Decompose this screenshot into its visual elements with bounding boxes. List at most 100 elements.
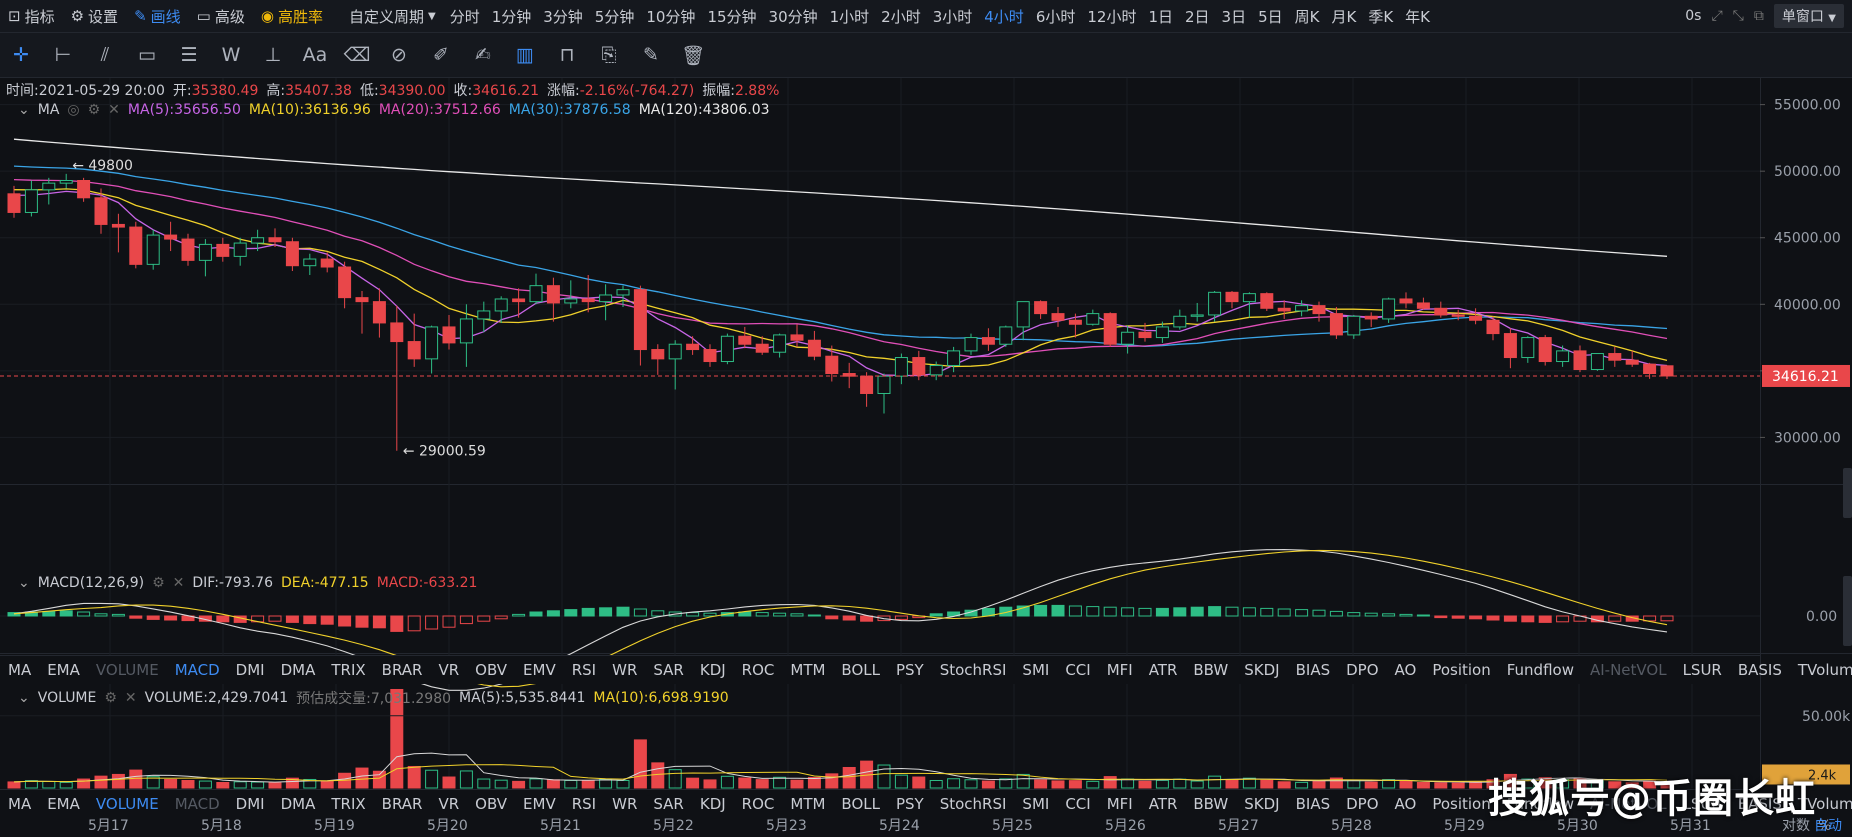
volume-tab-fundflow[interactable]: Fundflow bbox=[1506, 795, 1574, 813]
period-16[interactable]: 5日 bbox=[1258, 7, 1283, 26]
indicator-tab-lsur[interactable]: LSUR bbox=[1682, 661, 1722, 679]
indicator-tab-tvolume[interactable]: TVolume bbox=[1797, 661, 1852, 679]
measure-tool-icon[interactable]: ⊥ bbox=[264, 44, 282, 66]
shrink-icon[interactable]: ⤡ bbox=[1732, 8, 1744, 24]
wave-tool-icon[interactable]: W bbox=[221, 44, 241, 66]
volume-tab-smi[interactable]: SMI bbox=[1022, 795, 1050, 813]
indicator-tab-dmi[interactable]: DMI bbox=[235, 661, 265, 679]
volume-tab-ao[interactable]: AO bbox=[1394, 795, 1417, 813]
volume-tab-trix[interactable]: TRIX bbox=[331, 795, 366, 813]
volume-tab-boll[interactable]: BOLL bbox=[841, 795, 880, 813]
hide-drawings-icon[interactable]: ⊘ bbox=[391, 44, 407, 66]
indicators-button[interactable]: ⊡ 指标 bbox=[0, 0, 63, 32]
period-4[interactable]: 10分钟 bbox=[646, 7, 696, 26]
custom-period-dropdown[interactable]: 自定义周期 ▼ bbox=[341, 0, 444, 32]
indicator-tab-stochrsi[interactable]: StochRSI bbox=[939, 661, 1007, 679]
chart-area[interactable]: 55000.0050000.0045000.0040000.0035000.00… bbox=[0, 78, 1852, 834]
macd-scroll-handle[interactable] bbox=[1843, 576, 1852, 646]
indicator-tab-roc[interactable]: ROC bbox=[741, 661, 775, 679]
volume-tab-bias[interactable]: BIAS bbox=[1295, 795, 1331, 813]
collapse-icon[interactable]: ⌄ bbox=[18, 102, 30, 118]
indicator-tab-emv[interactable]: EMV bbox=[523, 661, 556, 679]
volume-tab-basis[interactable]: BASIS bbox=[1737, 795, 1782, 813]
drawing-button[interactable]: ✎ 画线 bbox=[126, 0, 189, 32]
eye-icon[interactable]: ◎ bbox=[67, 102, 80, 118]
volume-tab-mtm[interactable]: MTM bbox=[790, 795, 826, 813]
expand-icon[interactable]: ⤢ bbox=[1711, 8, 1723, 24]
indicator-tab-bias[interactable]: BIAS bbox=[1295, 661, 1331, 679]
indicator-tab-brar[interactable]: BRAR bbox=[381, 661, 423, 679]
indicator-tab-atr[interactable]: ATR bbox=[1148, 661, 1178, 679]
volume-tab-wr[interactable]: WR bbox=[612, 795, 638, 813]
continuous-draw-icon[interactable]: ✍ bbox=[475, 44, 491, 66]
indicator-tab-ao[interactable]: AO bbox=[1394, 661, 1417, 679]
trash-icon[interactable]: 🗑 bbox=[680, 44, 706, 67]
indicator-tab-volume[interactable]: VOLUME bbox=[95, 661, 159, 679]
indicator-tab-wr[interactable]: WR bbox=[612, 661, 638, 679]
indicator-tab-boll[interactable]: BOLL bbox=[841, 661, 880, 679]
period-19[interactable]: 季K bbox=[1368, 7, 1394, 26]
period-7[interactable]: 1小时 bbox=[829, 7, 870, 26]
volume-tab-dmi[interactable]: DMI bbox=[235, 795, 265, 813]
indicator-tab-sar[interactable]: SAR bbox=[653, 661, 684, 679]
indicator-tab-trix[interactable]: TRIX bbox=[331, 661, 366, 679]
indicator-tab-rsi[interactable]: RSI bbox=[571, 661, 597, 679]
indicator-tab-skdj[interactable]: SKDJ bbox=[1244, 661, 1280, 679]
horizontal-line-tool-icon[interactable]: ⊢ bbox=[54, 44, 72, 66]
eraser-tool-icon[interactable]: ⌫ bbox=[343, 44, 371, 66]
period-17[interactable]: 周K bbox=[1294, 7, 1320, 26]
volume-tab-lsur[interactable]: LSUR bbox=[1682, 795, 1722, 813]
collapse-icon[interactable]: ⌄ bbox=[18, 575, 30, 591]
indicator-tab-dma[interactable]: DMA bbox=[280, 661, 316, 679]
win-rate-button[interactable]: ◉ 高胜率 bbox=[253, 0, 331, 32]
volume-tab-cci[interactable]: CCI bbox=[1065, 795, 1091, 813]
settings-icon[interactable]: ⚙ bbox=[87, 102, 101, 118]
volume-tab-tvolume[interactable]: TVolume bbox=[1797, 795, 1852, 813]
indicator-tab-cci[interactable]: CCI bbox=[1065, 661, 1091, 679]
settings-icon[interactable]: ⚙ bbox=[104, 690, 117, 706]
period-20[interactable]: 年K bbox=[1405, 7, 1431, 26]
period-9[interactable]: 3小时 bbox=[932, 7, 973, 26]
period-1[interactable]: 1分钟 bbox=[491, 7, 532, 26]
volume-tab-ai-netvol[interactable]: AI-NetVOL bbox=[1589, 795, 1667, 813]
crosshair-tool-icon[interactable]: ✛ bbox=[13, 44, 29, 66]
close-icon[interactable]: ✕ bbox=[124, 690, 137, 706]
period-3[interactable]: 5分钟 bbox=[594, 7, 635, 26]
indicator-tab-macd[interactable]: MACD bbox=[174, 661, 220, 679]
text-tool-icon[interactable]: Aa bbox=[302, 44, 328, 66]
axis-option-1[interactable]: % bbox=[1818, 818, 1831, 834]
volume-tab-sar[interactable]: SAR bbox=[653, 795, 684, 813]
candle-style-icon[interactable]: ▥ bbox=[516, 44, 534, 66]
close-icon[interactable]: ✕ bbox=[172, 575, 185, 591]
volume-tab-macd[interactable]: MACD bbox=[174, 795, 220, 813]
advanced-button[interactable]: ▭ 高级 bbox=[189, 0, 253, 32]
copy-icon[interactable]: ⎘ bbox=[601, 44, 617, 66]
volume-tab-stochrsi[interactable]: StochRSI bbox=[939, 795, 1007, 813]
indicator-tab-ma[interactable]: MA bbox=[8, 661, 32, 679]
period-0[interactable]: 分时 bbox=[449, 7, 480, 26]
fibonacci-tool-icon[interactable]: ☰ bbox=[180, 44, 198, 66]
volume-tab-roc[interactable]: ROC bbox=[741, 795, 775, 813]
period-12[interactable]: 12小时 bbox=[1087, 7, 1137, 26]
volume-tab-obv[interactable]: OBV bbox=[475, 795, 508, 813]
indicator-tab-vr[interactable]: VR bbox=[438, 661, 460, 679]
indicator-tab-bbw[interactable]: BBW bbox=[1193, 661, 1229, 679]
indicator-tab-psy[interactable]: PSY bbox=[895, 661, 924, 679]
volume-tab-brar[interactable]: BRAR bbox=[381, 795, 423, 813]
indicator-tab-ai-netvol[interactable]: AI-NetVOL bbox=[1589, 661, 1667, 679]
chart-svg[interactable]: 55000.0050000.0045000.0040000.0035000.00… bbox=[0, 78, 1852, 834]
volume-tab-emv[interactable]: EMV bbox=[523, 795, 556, 813]
volume-tab-ma[interactable]: MA bbox=[8, 795, 32, 813]
volume-tab-vr[interactable]: VR bbox=[438, 795, 460, 813]
period-18[interactable]: 月K bbox=[1331, 7, 1357, 26]
lock-icon[interactable]: ⊓ bbox=[559, 44, 575, 66]
indicator-tab-ema[interactable]: EMA bbox=[47, 661, 80, 679]
period-10[interactable]: 4小时 bbox=[984, 7, 1024, 26]
indicator-tab-smi[interactable]: SMI bbox=[1022, 661, 1050, 679]
popout-icon[interactable]: ⧉ bbox=[1753, 8, 1764, 24]
settings-icon[interactable]: ⚙ bbox=[152, 575, 165, 591]
volume-tab-kdj[interactable]: KDJ bbox=[699, 795, 726, 813]
collapse-icon[interactable]: ⌄ bbox=[18, 690, 30, 706]
indicator-tab-position[interactable]: Position bbox=[1432, 661, 1491, 679]
period-6[interactable]: 30分钟 bbox=[768, 7, 818, 26]
